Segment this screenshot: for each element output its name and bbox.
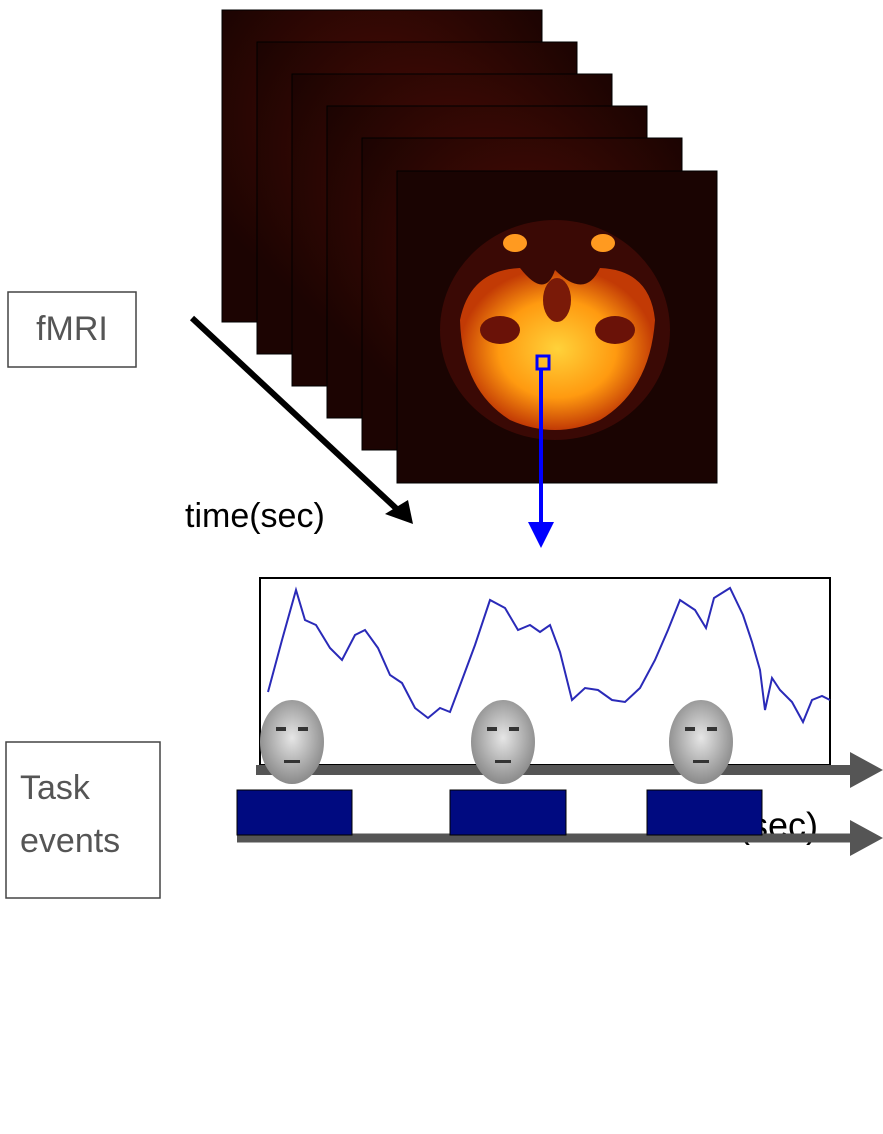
face: [260, 700, 324, 784]
signal-line: [267, 586, 831, 725]
voxel-arrowhead: [528, 522, 554, 548]
task-label: Task: [20, 769, 91, 807]
task-block: [449, 789, 567, 836]
fmri-box: [7, 291, 137, 368]
task-block: [646, 789, 763, 836]
signal-frame: [259, 577, 831, 766]
face: [471, 700, 535, 784]
stack-arrowhead: [385, 500, 413, 524]
face: [669, 700, 733, 784]
task-axis-arrowhead: [850, 820, 883, 856]
brain-image: [440, 220, 670, 440]
signal-axis-arrowhead: [850, 752, 883, 788]
fmri-label: fMRI: [36, 310, 108, 348]
stack-axis-label: time(sec): [185, 497, 325, 535]
task-block: [236, 789, 353, 836]
task-box: [5, 741, 161, 899]
stack-arrow: [189, 315, 403, 515]
task-label: events: [20, 822, 120, 860]
faces: [260, 700, 733, 784]
voxel-marker: [535, 354, 551, 371]
